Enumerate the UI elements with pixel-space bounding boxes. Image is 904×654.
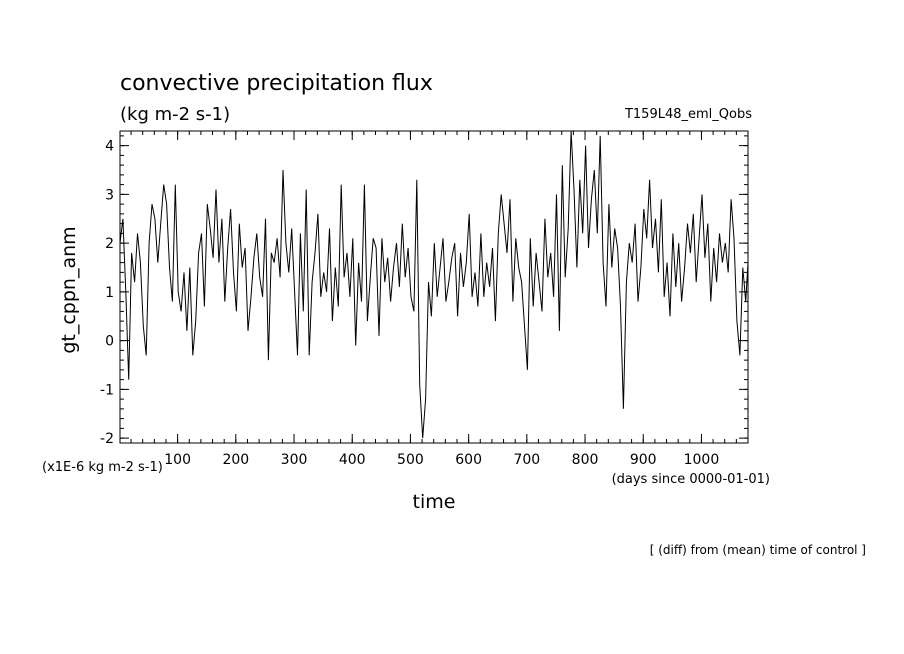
series-line bbox=[119, 130, 749, 439]
x-tick-label: 800 bbox=[572, 452, 599, 468]
y-tick-label: -1 bbox=[100, 382, 114, 398]
x-tick-label: 700 bbox=[513, 452, 540, 468]
tick-labels: 100 200 300 400 500 600 700 800 900 1000 -2 -1 0 1 2 3 4 bbox=[100, 139, 719, 468]
y-unit-label: (x1E-6 kg m-2 s-1) bbox=[42, 460, 163, 475]
chart-title: convective precipitation flux bbox=[120, 71, 433, 96]
x-tick-label: 200 bbox=[222, 452, 249, 468]
x-tick-label: 500 bbox=[397, 452, 424, 468]
chart-subtitle: (kg m-2 s-1) bbox=[120, 104, 230, 125]
x-tick-label: 900 bbox=[630, 452, 657, 468]
y-tick-label: 2 bbox=[105, 236, 114, 252]
x-axis-label: time bbox=[413, 491, 456, 513]
y-axis-label: gt_cppn_anm bbox=[58, 226, 80, 353]
axis-ticks bbox=[120, 131, 748, 443]
x-tick-label: 300 bbox=[281, 452, 308, 468]
x-tick-label: 100 bbox=[164, 452, 191, 468]
footnote: [ (diff) from (mean) time of control ] bbox=[650, 543, 866, 557]
x-unit-label: (days since 0000-01-01) bbox=[612, 472, 770, 487]
x-tick-label: 400 bbox=[339, 452, 366, 468]
x-tick-label: 1000 bbox=[684, 452, 720, 468]
y-tick-label: -2 bbox=[100, 431, 114, 447]
y-tick-label: 0 bbox=[105, 334, 114, 350]
y-tick-label: 4 bbox=[105, 139, 114, 155]
y-tick-label: 3 bbox=[105, 187, 114, 203]
experiment-label: T159L48_eml_Qobs bbox=[624, 107, 752, 122]
x-tick-label: 600 bbox=[455, 452, 482, 468]
y-tick-label: 1 bbox=[105, 285, 114, 301]
plot-frame bbox=[119, 130, 749, 444]
